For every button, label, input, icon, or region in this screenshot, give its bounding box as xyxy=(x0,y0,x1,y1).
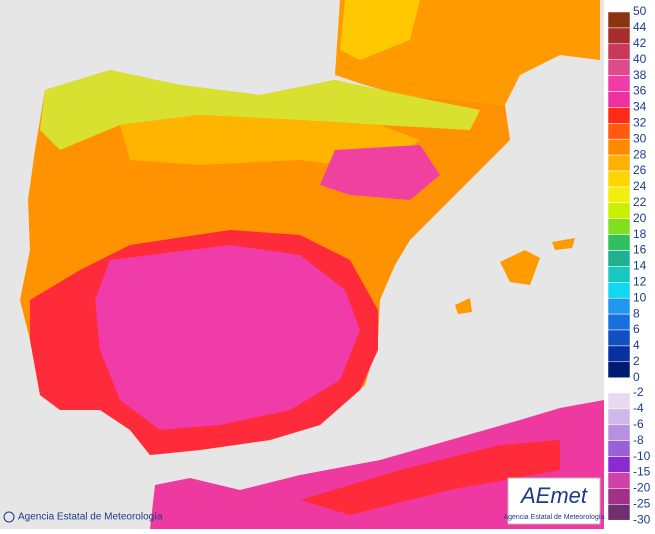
mallorca xyxy=(500,250,540,285)
logo-name: AEmet xyxy=(519,483,588,508)
legend-swatch xyxy=(607,91,631,108)
ibiza xyxy=(455,298,472,314)
legend-label: 28 xyxy=(633,147,647,161)
legend-swatch xyxy=(607,329,631,347)
legend-swatch xyxy=(607,282,631,299)
legend-swatch xyxy=(607,361,631,378)
legend-swatch xyxy=(607,345,631,363)
legend-label: 42 xyxy=(633,36,647,50)
legend-swatch xyxy=(607,313,631,331)
ebro-valley xyxy=(320,145,440,200)
legend-label: 12 xyxy=(633,274,647,288)
legend-label: 50 xyxy=(633,4,647,18)
legend-swatch xyxy=(607,234,631,251)
legend-swatch xyxy=(607,11,631,29)
legend-label: 36 xyxy=(633,84,647,98)
legend-swatch xyxy=(607,266,631,283)
legend-label: 32 xyxy=(633,115,647,129)
guadalquivir xyxy=(95,245,360,430)
legend-swatch xyxy=(607,202,631,219)
legend-label: 10 xyxy=(633,290,647,304)
legend-label: -10 xyxy=(633,449,651,463)
legend-label: 16 xyxy=(633,243,647,257)
legend-label: 24 xyxy=(633,179,647,193)
legend-swatch xyxy=(607,186,631,204)
legend-label: 34 xyxy=(633,100,647,114)
legend-swatch xyxy=(607,154,631,172)
legend-label: -25 xyxy=(633,496,651,510)
legend-swatch xyxy=(607,250,631,267)
legend-swatch xyxy=(607,27,631,45)
north-zone xyxy=(40,70,480,150)
legend-swatch xyxy=(607,218,631,235)
credit: Agencia Estatal de Meteorología xyxy=(18,512,163,523)
legend-swatch xyxy=(607,408,631,426)
legend-label: -15 xyxy=(633,465,651,479)
legend-label: -6 xyxy=(633,417,644,431)
legend-swatch xyxy=(607,138,631,156)
legend-swatch xyxy=(607,107,631,124)
legend-swatch xyxy=(607,504,631,521)
legend-label: 18 xyxy=(633,227,647,241)
legend-swatch xyxy=(607,472,631,489)
legend-label: 20 xyxy=(633,211,647,225)
legend-swatch xyxy=(607,43,631,60)
legend-label: 44 xyxy=(633,20,647,34)
legend-label: 2 xyxy=(633,354,640,368)
legend-swatch xyxy=(607,170,631,188)
legend-label: -20 xyxy=(633,481,651,495)
legend-swatch xyxy=(607,75,631,92)
africa-red xyxy=(300,440,560,515)
legend-label: 8 xyxy=(633,306,640,320)
france-north xyxy=(340,0,420,60)
legend-label: -4 xyxy=(633,401,644,415)
legend-swatch xyxy=(607,297,631,315)
legend-label: -2 xyxy=(633,385,644,399)
legend-swatch xyxy=(607,440,631,457)
legend-swatch xyxy=(607,59,631,76)
legend-swatch xyxy=(607,456,631,473)
legend: 5044424038363432302826242220181614121086… xyxy=(607,4,651,526)
africa xyxy=(150,400,604,529)
legend-swatch xyxy=(607,392,631,410)
legend-label: 14 xyxy=(633,259,647,273)
legend-label: 40 xyxy=(633,52,647,66)
legend-swatch xyxy=(607,424,631,441)
legend-label: 0 xyxy=(633,370,640,384)
legend-label: 6 xyxy=(633,322,640,336)
legend-label: -30 xyxy=(633,512,651,526)
copyright-icon xyxy=(3,511,15,523)
legend-label: 22 xyxy=(633,195,647,209)
logo-subtitle: Agencia Estatal de Meteorología xyxy=(503,514,604,521)
legend-label: -8 xyxy=(633,433,644,447)
legend-label: 26 xyxy=(633,163,647,177)
legend-swatch xyxy=(607,488,631,505)
logo-box xyxy=(507,477,601,525)
legend-label: 4 xyxy=(633,338,640,352)
legend-swatch xyxy=(607,123,631,140)
legend-label: 38 xyxy=(633,68,647,82)
menorca xyxy=(552,238,575,250)
legend-label: 30 xyxy=(633,131,647,145)
